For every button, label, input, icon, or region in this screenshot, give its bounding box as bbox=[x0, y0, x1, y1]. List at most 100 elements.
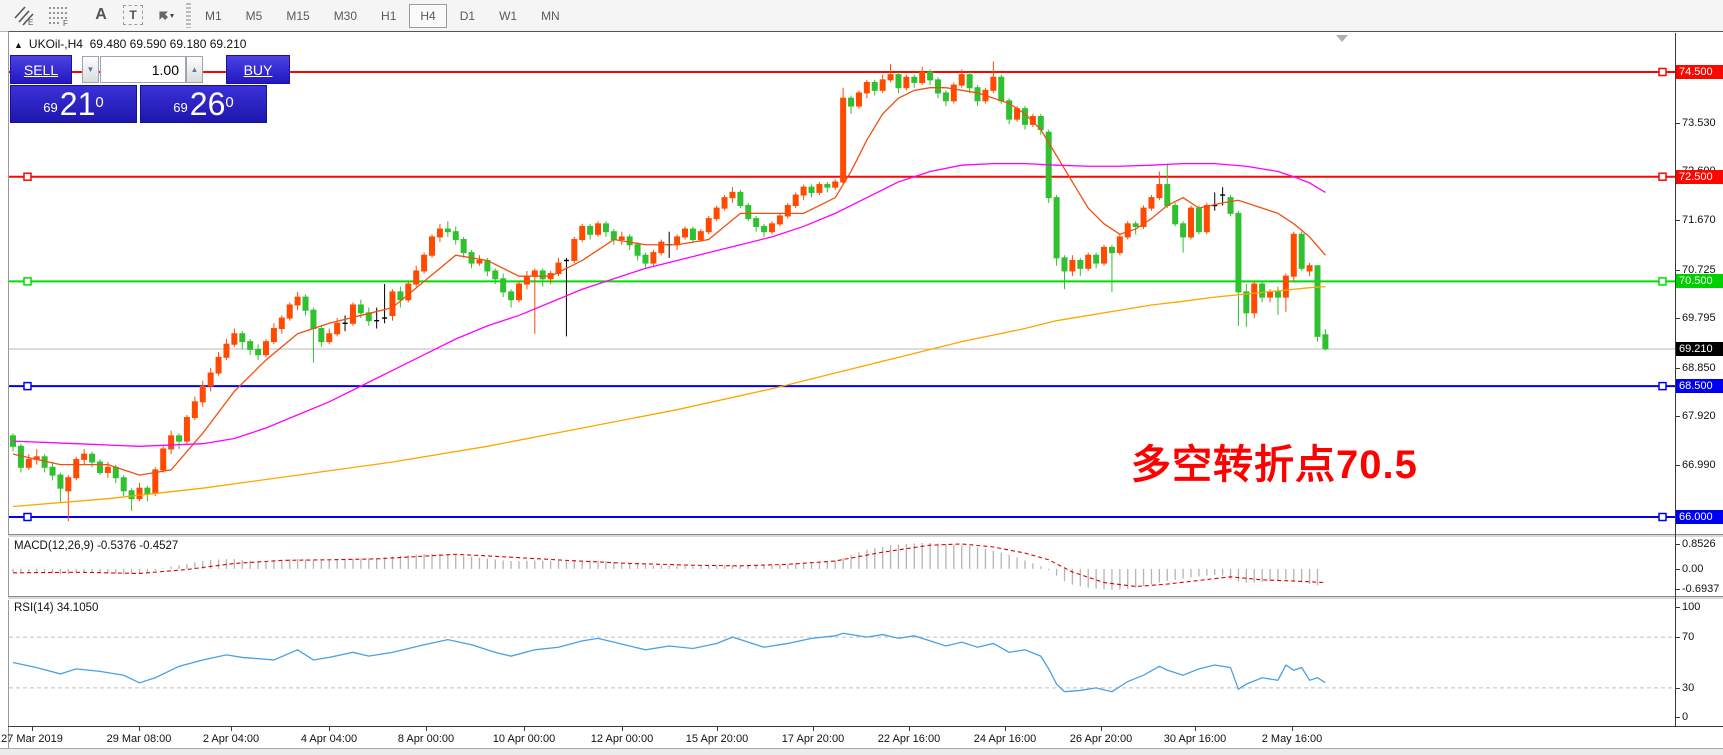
candle-103 bbox=[824, 181, 831, 193]
timeframe-button-m15[interactable]: M15 bbox=[286, 8, 310, 23]
collapse-panel-arrow-icon[interactable]: ▲ bbox=[14, 40, 23, 50]
price-tick-label: 66.990 bbox=[1682, 459, 1716, 472]
hline-handle[interactable] bbox=[23, 381, 32, 391]
timeframe-button-m5[interactable]: M5 bbox=[245, 8, 263, 23]
candle-161 bbox=[1282, 273, 1289, 312]
candle-39 bbox=[318, 325, 325, 347]
text-tool-icon[interactable]: T bbox=[120, 3, 146, 27]
price-badge-69.210: 69.210 bbox=[1676, 341, 1723, 356]
chart-shift-marker-icon[interactable] bbox=[1336, 35, 1348, 42]
candle-54 bbox=[436, 223, 443, 243]
rsi-tick-mark bbox=[1675, 607, 1680, 608]
candle-124 bbox=[990, 61, 997, 93]
main-chart-canvas[interactable] bbox=[9, 33, 1675, 534]
arrow-tools-icon[interactable] bbox=[152, 3, 178, 27]
price-tick-mark bbox=[1675, 367, 1680, 369]
time-tick-mark bbox=[622, 727, 623, 731]
pane-separator-macd[interactable] bbox=[8, 534, 1723, 538]
timeframe-button-d1[interactable]: D1 bbox=[459, 8, 476, 23]
candle-93 bbox=[745, 202, 752, 222]
buy-price-button[interactable]: 69 26 0 bbox=[140, 85, 267, 123]
rsi-tick-mark bbox=[1675, 687, 1680, 689]
price-badge-68.500: 68.500 bbox=[1676, 379, 1723, 394]
mid-ma-line bbox=[12, 162, 1326, 447]
time-label: 10 Apr 00:00 bbox=[492, 733, 556, 745]
rsi-tick-mark bbox=[1675, 717, 1680, 718]
hline-handle[interactable] bbox=[23, 512, 32, 522]
candle-66 bbox=[531, 268, 538, 334]
candle-120 bbox=[958, 69, 965, 88]
equidistant-channel-icon[interactable]: E bbox=[12, 3, 38, 27]
volume-input[interactable] bbox=[100, 56, 186, 83]
price-axis-line bbox=[1675, 33, 1676, 727]
candle-118 bbox=[942, 90, 949, 107]
time-label: 15 Apr 20:00 bbox=[685, 733, 749, 745]
candle-74 bbox=[595, 221, 602, 237]
candle-137 bbox=[1093, 252, 1100, 269]
candle-152 bbox=[1212, 192, 1218, 211]
timeframe-button-mn[interactable]: MN bbox=[541, 8, 560, 23]
timeframe-button-h4[interactable]: H4 bbox=[409, 3, 447, 28]
time-label: 2 Apr 04:00 bbox=[202, 733, 260, 745]
macd-pane-canvas[interactable] bbox=[9, 536, 1675, 596]
rsi-pane-canvas[interactable] bbox=[9, 598, 1675, 726]
time-label: 26 Apr 20:00 bbox=[1069, 733, 1133, 745]
candle-19 bbox=[160, 446, 167, 473]
volume-decrease-button[interactable]: ▼ bbox=[82, 56, 99, 83]
rsi-axis-label: 70 bbox=[1682, 631, 1695, 644]
timeframe-button-w1[interactable]: W1 bbox=[499, 8, 518, 23]
time-tick-mark bbox=[329, 727, 330, 731]
pane-separator-rsi[interactable] bbox=[8, 596, 1723, 600]
candle-23 bbox=[191, 396, 198, 421]
candle-82 bbox=[658, 239, 665, 256]
candle-34 bbox=[278, 315, 285, 334]
chart-text-annotation[interactable]: 多空转折点70.5 bbox=[1131, 443, 1418, 487]
time-label: 2 May 16:00 bbox=[1261, 733, 1323, 745]
hline-handle[interactable] bbox=[1658, 67, 1667, 77]
text-label-icon[interactable]: A bbox=[95, 6, 107, 23]
sell-button[interactable]: SELL bbox=[10, 55, 72, 84]
time-tick-mark bbox=[717, 727, 718, 731]
volume-increase-button[interactable]: ▲ bbox=[186, 56, 203, 83]
candle-85 bbox=[682, 226, 689, 240]
candle-57 bbox=[460, 236, 467, 258]
timeframe-button-m30[interactable]: M30 bbox=[333, 8, 358, 23]
sell-price-sup: 0 bbox=[95, 94, 104, 111]
candle-17 bbox=[144, 485, 151, 502]
one-click-trade-panel: SELL ▼ ▲ BUY 69 21 0 69 26 0 bbox=[10, 55, 291, 123]
candle-1 bbox=[17, 443, 24, 473]
candle-56 bbox=[452, 226, 459, 245]
candle-145 bbox=[1156, 171, 1163, 201]
candle-29 bbox=[239, 331, 246, 350]
time-label: 22 Apr 16:00 bbox=[877, 733, 941, 745]
candle-21 bbox=[176, 433, 183, 449]
candle-55 bbox=[444, 221, 451, 237]
time-tick-mark bbox=[524, 727, 525, 731]
candle-133 bbox=[1061, 255, 1068, 290]
candle-75 bbox=[602, 221, 609, 237]
hline-handle[interactable] bbox=[1658, 277, 1667, 286]
candle-106 bbox=[848, 95, 855, 114]
hline-handle[interactable] bbox=[1658, 381, 1667, 391]
hline-handle[interactable] bbox=[1658, 512, 1667, 522]
candle-37 bbox=[302, 294, 309, 316]
candle-136 bbox=[1085, 252, 1092, 271]
timeframe-button-h1[interactable]: H1 bbox=[381, 8, 397, 23]
candle-121 bbox=[966, 72, 973, 93]
candle-116 bbox=[927, 69, 934, 86]
candle-73 bbox=[587, 223, 594, 240]
buy-button[interactable]: BUY bbox=[226, 55, 290, 84]
hline-handle[interactable] bbox=[1658, 172, 1667, 181]
rsi-tick-mark bbox=[1675, 637, 1680, 639]
timeframe-button-m1[interactable]: M1 bbox=[205, 8, 222, 23]
fibonacci-lines-icon[interactable]: F bbox=[46, 3, 72, 27]
hline-handle[interactable] bbox=[23, 277, 32, 286]
rsi-line bbox=[12, 632, 1326, 693]
candle-50 bbox=[405, 281, 412, 303]
hline-handle[interactable] bbox=[23, 172, 32, 181]
sell-price-button[interactable]: 69 21 0 bbox=[10, 85, 137, 123]
candle-134 bbox=[1069, 255, 1076, 277]
candle-48 bbox=[389, 289, 396, 321]
candle-15 bbox=[128, 488, 135, 511]
